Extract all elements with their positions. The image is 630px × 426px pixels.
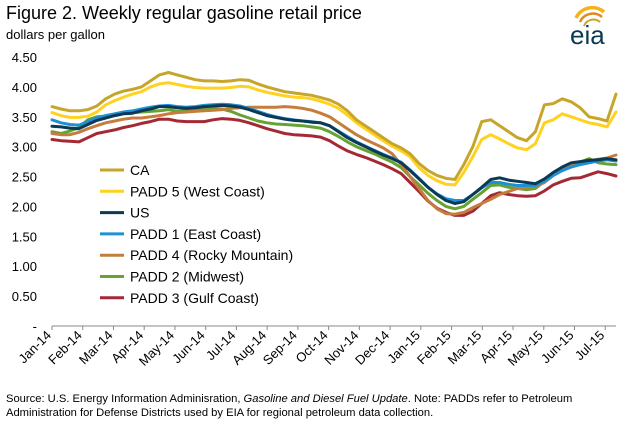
series-line: [50, 105, 618, 216]
eia-logo: eia: [570, 5, 606, 50]
source-publication: Gasoline and Diesel Fuel Update: [243, 393, 408, 405]
x-tick-label: Feb-15: [414, 328, 454, 368]
series-line: [50, 117, 618, 217]
x-tick-label: Feb-14: [45, 328, 85, 368]
x-tick-label: Dec-14: [352, 328, 392, 368]
sun-rays-icon: [574, 5, 606, 27]
y-tick-label: 1.00: [12, 259, 37, 274]
legend-label: CA: [130, 162, 150, 178]
series-lines: [50, 71, 618, 217]
y-tick-label: 4.50: [12, 50, 37, 65]
x-tick-label: Mar-14: [76, 328, 116, 368]
legend: CA PADD 5 (West Coast) US PADD 1 (East Coas…: [100, 162, 293, 306]
y-tick-label: 1.50: [12, 229, 37, 244]
x-axis: Jan-14Feb-14Mar-14Apr-14May-14Jun-14Jul-…: [15, 325, 616, 369]
y-tick-label: 4.00: [12, 80, 37, 95]
source-suffix: . Note: PADDs refer to Petroleum Adminis…: [6, 393, 573, 419]
series-line: [50, 103, 618, 205]
x-tick-label: May-15: [505, 328, 546, 369]
chart-title: Figure 2. Weekly regular gasoline retail…: [6, 3, 362, 23]
x-tick-label: Mar-15: [445, 328, 485, 368]
x-tick-label: Jul-15: [572, 328, 608, 364]
y-tick-label: 3.50: [12, 110, 37, 125]
source-note: Source: U.S. Energy Information Adminisr…: [6, 392, 624, 420]
legend-label: PADD 3 (Gulf Coast): [130, 290, 259, 306]
legend-label: PADD 5 (West Coast): [130, 183, 265, 199]
x-tick-label: Jun-14: [169, 328, 208, 367]
y-tick-label: 2.50: [12, 170, 37, 185]
legend-label: PADD 4 (Rocky Mountain): [130, 247, 293, 263]
x-tick-label: Sep-14: [260, 328, 300, 368]
y-tick-label: 0.50: [12, 289, 37, 304]
x-tick-label: Jun-15: [538, 328, 577, 367]
legend-label: PADD 2 (Midwest): [130, 269, 244, 285]
chart-subtitle: dollars per gallon: [6, 27, 106, 42]
series-line: [50, 71, 618, 181]
y-tick-label: 3.00: [12, 140, 37, 155]
y-axis: - 0.50 1.00 1.50 2.00 2.50 3.00 3.50 4.00 4.50: [12, 50, 37, 334]
y-tick-label: 2.00: [12, 199, 37, 214]
series-line: [50, 81, 618, 187]
legend-label: US: [130, 205, 149, 221]
x-tick-label: May-14: [136, 328, 177, 369]
y-tick-label: -: [33, 319, 37, 334]
eia-logo-text: eia: [570, 20, 605, 50]
source-prefix: Source: U.S. Energy Information Adminisr…: [6, 393, 244, 405]
legend-label: PADD 1 (East Coast): [130, 226, 261, 242]
